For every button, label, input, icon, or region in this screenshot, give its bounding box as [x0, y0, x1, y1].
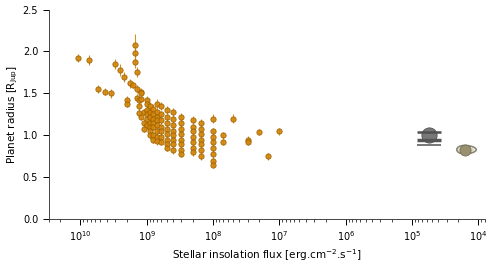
X-axis label: Stellar insolation flux [erg.cm$^{-2}$.s$^{-1}$]: Stellar insolation flux [erg.cm$^{-2}$.s… [172, 248, 362, 263]
Y-axis label: Planet radius [R$_{\mathrm{Jup}}$]: Planet radius [R$_{\mathrm{Jup}}$] [5, 65, 20, 164]
Ellipse shape [458, 147, 474, 153]
